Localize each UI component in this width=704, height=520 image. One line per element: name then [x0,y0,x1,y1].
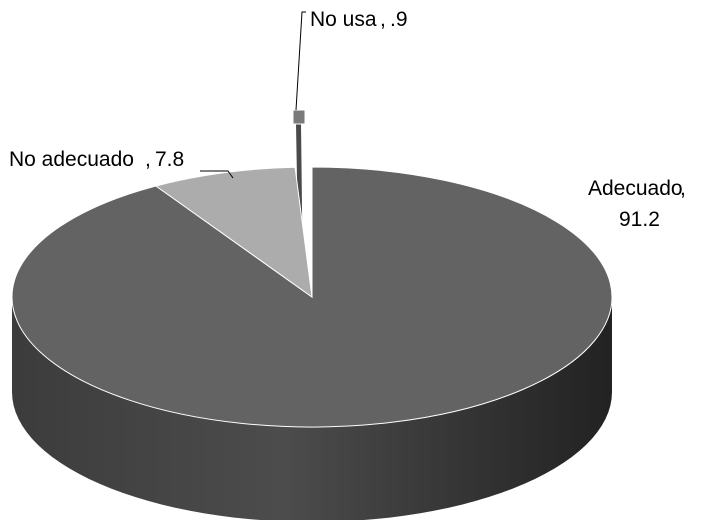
data-label-adecuado-value: 91.2 [619,208,660,231]
leader-line-no-usa [295,11,306,111]
data-label-no-usa-name: No usa [310,8,377,31]
data-label-no-adecuado-name: No adecuado [9,148,134,171]
data-label-no-usa-value: .9 [390,8,408,31]
leader-line-no-adecuado [200,170,234,179]
data-label-adecuado-comma: , [680,177,686,200]
data-label-no-adecuado-value: 7.8 [155,148,184,171]
data-label-adecuado-name: Adecuado [588,177,683,200]
pie-slice-no-usa [292,109,306,125]
pie-slice-adecuado-side [12,297,612,520]
data-label-no-usa-comma: , [380,8,386,31]
data-label-no-adecuado-comma: , [145,148,151,171]
pie-slice-no-adecuado [154,166,313,299]
